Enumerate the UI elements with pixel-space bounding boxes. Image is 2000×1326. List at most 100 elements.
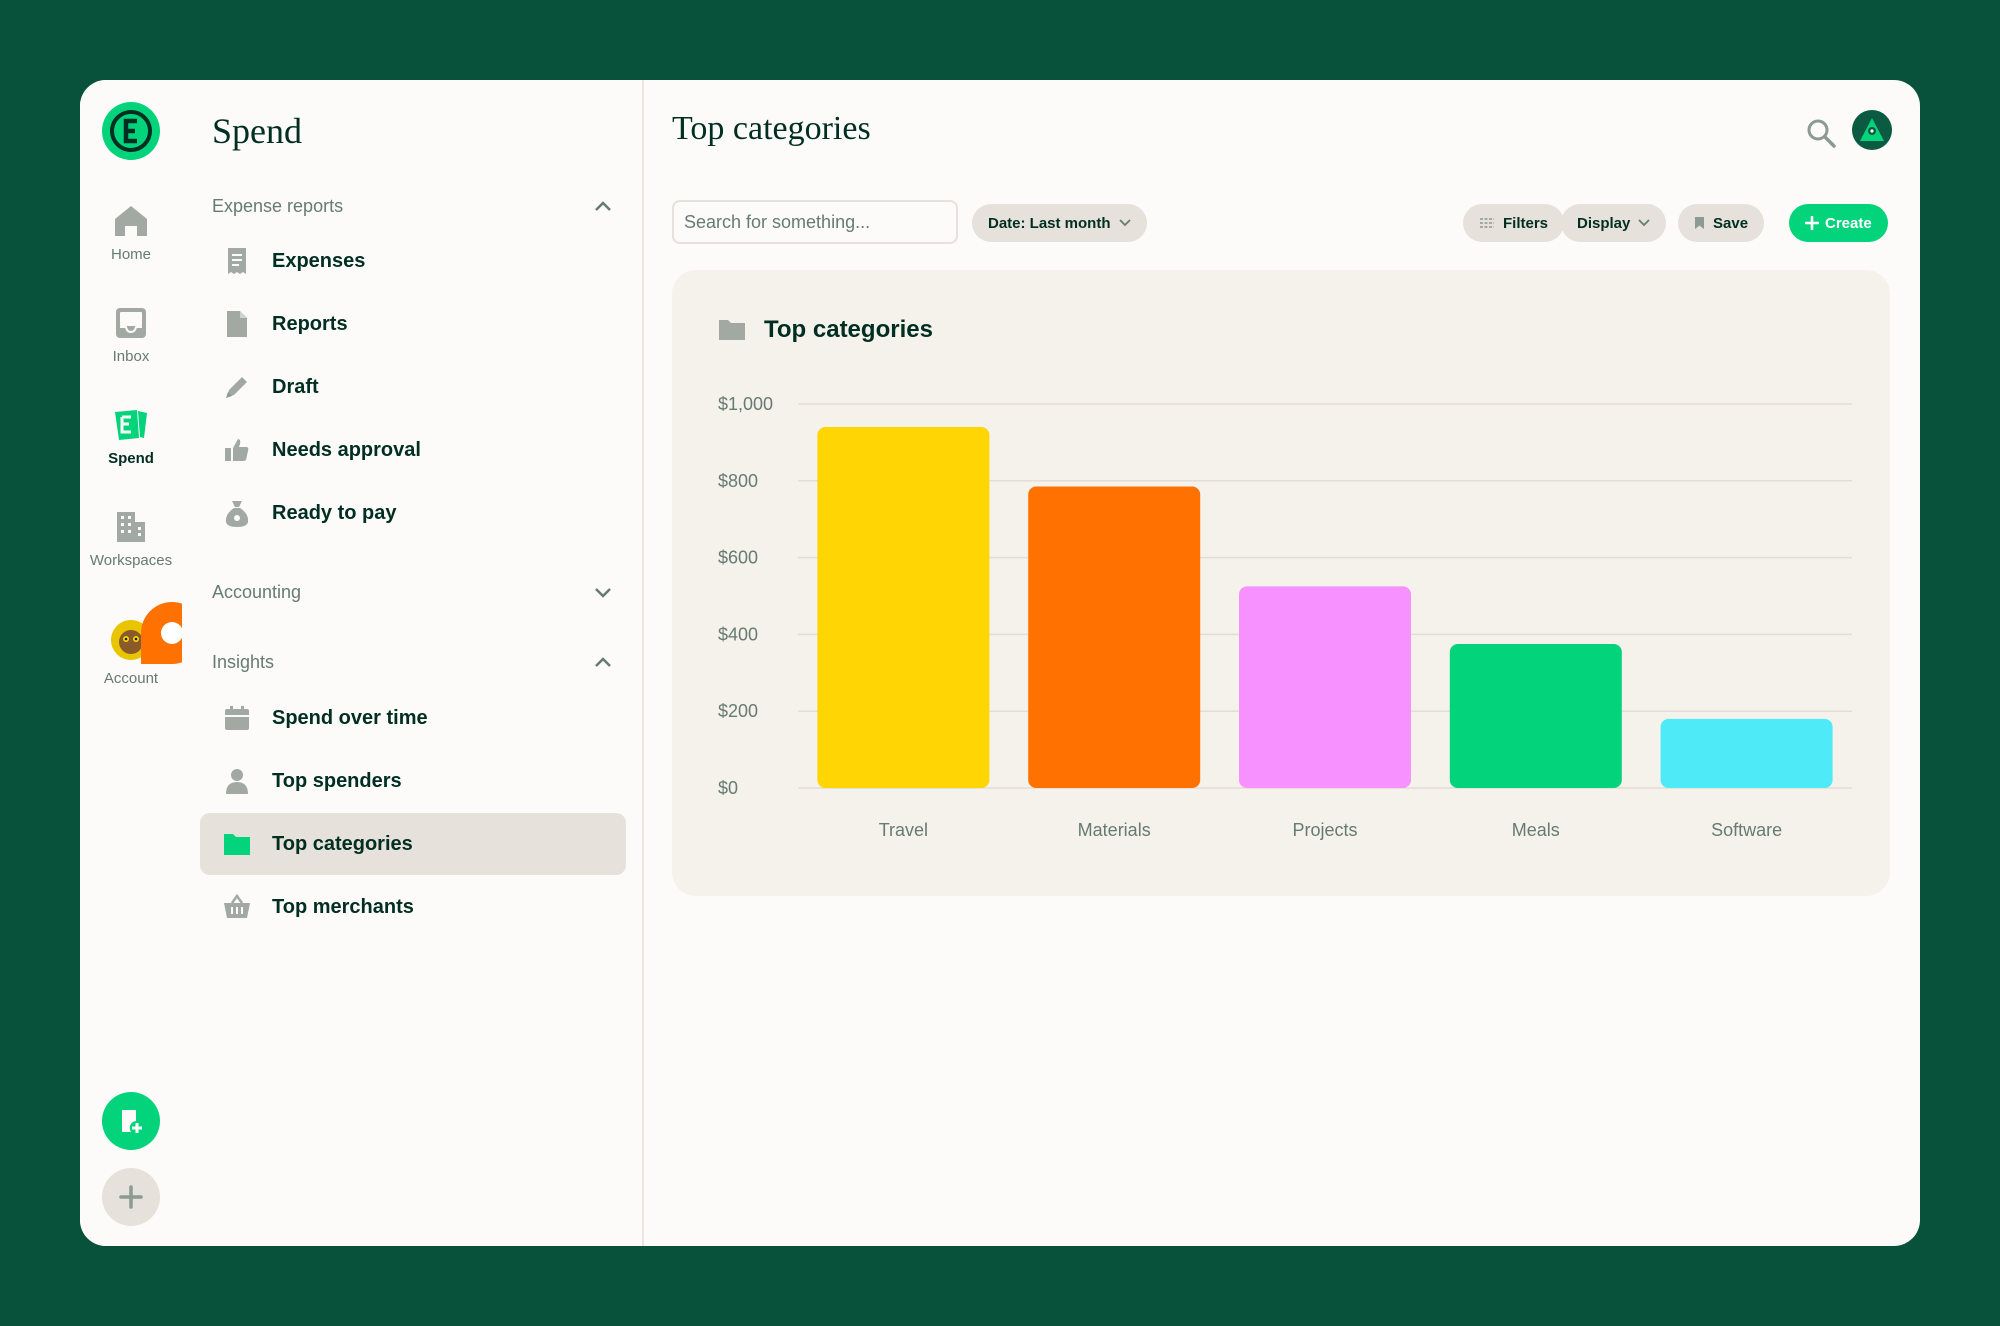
display-label: Display bbox=[1577, 214, 1631, 232]
y-tick-label: $1,000 bbox=[718, 394, 773, 414]
toolbar: Date: Last month Filters Display Save Cr… bbox=[672, 200, 1892, 246]
plus-icon bbox=[119, 1185, 143, 1209]
bar-materials[interactable] bbox=[1028, 486, 1201, 788]
sidebar-title: Spend bbox=[212, 111, 302, 151]
sidebar-item-label: Top spenders bbox=[272, 769, 402, 792]
person-icon bbox=[222, 766, 252, 796]
calendar-icon bbox=[222, 703, 252, 733]
x-tick-label: Meals bbox=[1512, 820, 1560, 840]
create-label: Create bbox=[1825, 214, 1872, 232]
group-label: Insights bbox=[212, 651, 275, 672]
main-content: Top categories Date: Last month Filters … bbox=[644, 80, 1920, 1246]
search-input[interactable] bbox=[672, 200, 958, 244]
search-icon bbox=[1807, 119, 1836, 148]
filters-label: Filters bbox=[1503, 214, 1549, 232]
date-filter-label: Date: Last month bbox=[988, 214, 1111, 232]
display-dropdown[interactable]: Display bbox=[1561, 204, 1667, 242]
avatar-icon bbox=[1860, 118, 1884, 141]
group-insights[interactable]: Insights bbox=[212, 644, 612, 680]
spend-icon bbox=[115, 410, 147, 440]
bar-projects[interactable] bbox=[1239, 586, 1411, 788]
card-header: Top categories bbox=[718, 316, 933, 344]
bar-meals[interactable] bbox=[1449, 644, 1622, 788]
bookmark-icon bbox=[1695, 217, 1704, 229]
chart-card: Top categories $0 $200 $400 $600 $800 $1,000 T… bbox=[672, 270, 1890, 896]
chevron-down-icon bbox=[1118, 219, 1131, 227]
pencil-icon bbox=[222, 372, 252, 402]
filter-icon bbox=[1480, 218, 1494, 228]
receipt-icon bbox=[222, 246, 252, 276]
sidebar-item-spend-over-time[interactable]: Spend over time bbox=[200, 687, 626, 749]
create-button[interactable]: Create bbox=[1789, 204, 1888, 242]
sidebar-item-label: Expenses bbox=[272, 249, 366, 272]
building-icon bbox=[117, 512, 145, 542]
rail-label-account: Account bbox=[103, 670, 159, 687]
rail-item-workspaces[interactable]: Workspaces bbox=[80, 510, 182, 569]
new-expense-button[interactable] bbox=[102, 1092, 160, 1150]
money-bag-icon bbox=[222, 498, 252, 528]
spend-sidebar: Spend Expense reports Expenses Reports D… bbox=[182, 80, 644, 1246]
rail-label-spend: Spend bbox=[108, 450, 154, 467]
basket-icon bbox=[222, 892, 252, 922]
x-tick-label: Travel bbox=[879, 820, 928, 840]
sidebar-item-label: Draft bbox=[272, 375, 319, 398]
sidebar-item-top-categories[interactable]: Top categories bbox=[200, 813, 626, 875]
document-icon bbox=[222, 309, 252, 339]
sidebar-item-top-spenders[interactable]: Top spenders bbox=[200, 750, 626, 812]
chevron-up-icon bbox=[595, 201, 611, 211]
add-button[interactable] bbox=[102, 1168, 160, 1226]
sidebar-item-label: Top merchants bbox=[272, 895, 414, 918]
folder-icon bbox=[719, 320, 745, 340]
rail-item-inbox[interactable]: Inbox bbox=[80, 306, 182, 365]
sidebar-item-draft[interactable]: Draft bbox=[200, 356, 626, 418]
rail-label-inbox: Inbox bbox=[112, 348, 150, 365]
rail-item-home[interactable]: Home bbox=[80, 204, 182, 263]
expensify-logo-icon[interactable] bbox=[102, 102, 160, 160]
page-title: Top categories bbox=[672, 110, 871, 147]
rail-item-account[interactable]: Account bbox=[80, 602, 203, 687]
sidebar-item-ready-to-pay[interactable]: Ready to pay bbox=[200, 482, 626, 544]
y-tick-label: $800 bbox=[718, 471, 758, 491]
sidebar-item-label: Spend over time bbox=[272, 706, 428, 729]
rail-item-spend[interactable]: Spend bbox=[80, 408, 182, 467]
group-label: Expense reports bbox=[212, 195, 344, 216]
date-filter-dropdown[interactable]: Date: Last month bbox=[972, 204, 1147, 242]
folder-icon bbox=[222, 829, 252, 859]
header-search-button[interactable] bbox=[1806, 118, 1836, 153]
inbox-icon bbox=[116, 308, 146, 338]
y-tick-label: $600 bbox=[718, 548, 758, 568]
group-label: Accounting bbox=[212, 581, 302, 602]
y-tick-label: $200 bbox=[718, 701, 758, 721]
sidebar-item-label: Top categories bbox=[272, 832, 413, 855]
bar-chart: $0 $200 $400 $600 $800 $1,000 Travel Materials P… bbox=[718, 394, 1852, 840]
home-icon bbox=[115, 206, 147, 236]
save-button[interactable]: Save bbox=[1678, 204, 1765, 242]
chevron-up-icon bbox=[595, 657, 611, 667]
filters-button[interactable]: Filters bbox=[1463, 204, 1565, 242]
sidebar-item-expenses[interactable]: Expenses bbox=[200, 230, 626, 292]
save-label: Save bbox=[1713, 214, 1749, 232]
icon-rail: Home Inbox Spend bbox=[80, 80, 203, 1246]
group-accounting[interactable]: Accounting bbox=[212, 574, 612, 610]
bar-travel[interactable] bbox=[817, 427, 990, 788]
y-tick-label: $400 bbox=[718, 624, 758, 644]
sidebar-item-label: Needs approval bbox=[272, 438, 421, 461]
group-expense-reports[interactable]: Expense reports bbox=[212, 188, 612, 224]
sidebar-item-label: Reports bbox=[272, 312, 348, 335]
sidebar-item-needs-approval[interactable]: Needs approval bbox=[200, 419, 626, 481]
rail-label-home: Home bbox=[110, 246, 151, 263]
x-tick-label: Materials bbox=[1078, 820, 1151, 840]
chevron-down-icon bbox=[1638, 219, 1650, 227]
sidebar-item-reports[interactable]: Reports bbox=[200, 293, 626, 355]
y-tick-label: $0 bbox=[718, 778, 738, 798]
account-avatar bbox=[109, 602, 203, 664]
app-window: Home Inbox Spend bbox=[80, 80, 1920, 1246]
sidebar-item-label: Ready to pay bbox=[272, 501, 397, 524]
thumbs-up-icon bbox=[222, 435, 252, 465]
sidebar-item-top-merchants[interactable]: Top merchants bbox=[200, 876, 626, 938]
x-tick-label: Software bbox=[1711, 820, 1782, 840]
user-avatar[interactable] bbox=[1852, 110, 1892, 150]
rail-label-workspaces: Workspaces bbox=[89, 552, 173, 569]
bar-software[interactable] bbox=[1660, 718, 1833, 788]
plus-icon bbox=[1805, 216, 1819, 230]
